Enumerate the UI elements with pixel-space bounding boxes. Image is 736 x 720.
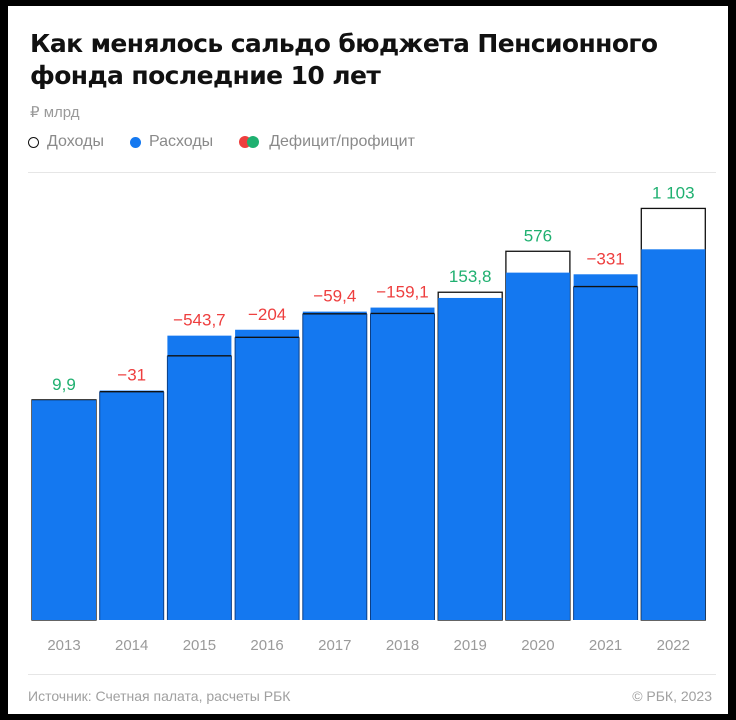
balance-label: −159,1: [376, 283, 428, 302]
income-marker-icon: [28, 136, 39, 148]
x-tick-label: 2019: [454, 637, 487, 654]
expense-bar: [32, 400, 96, 620]
expense-bar: [302, 311, 367, 620]
x-tick-label: 2017: [318, 637, 351, 654]
balance-label: −543,7: [173, 311, 225, 330]
top-divider: [28, 172, 716, 173]
balance-label: −31: [117, 366, 146, 385]
balance-label: 153,8: [449, 267, 492, 286]
x-tick-label: 2015: [183, 637, 216, 654]
x-tick-label: 2013: [47, 637, 80, 654]
expense-bar: [370, 307, 435, 620]
x-tick-label: 2018: [386, 637, 419, 654]
x-tick-label: 2021: [589, 637, 622, 654]
balance-label: −59,4: [313, 287, 356, 306]
chart-title: Как менялось сальдо бюджета Пенсионного …: [30, 29, 658, 90]
x-tick-label: 2022: [657, 637, 690, 654]
balance-label: −331: [586, 249, 624, 268]
balance-label: 9,9: [52, 375, 76, 394]
chart-card: Как менялось сальдо бюджета Пенсионного …: [8, 6, 728, 714]
expense-bar: [573, 274, 638, 620]
balance-marker-icon: [239, 136, 261, 148]
bottom-divider: [28, 674, 716, 675]
bar-chart: 9,9 2013 −31 2014 −543,7 2015 −204 2016 −59,4 201…: [31, 183, 706, 654]
unit-label: ₽ млрд: [30, 104, 80, 121]
expense-bar: [235, 329, 300, 620]
legend-expense-label: Расходы: [148, 133, 214, 150]
expense-marker-icon: [129, 136, 141, 148]
copyright-note: © РБК, 2023: [632, 688, 712, 704]
legend-balance-label: Дефицит/профицит: [269, 133, 415, 150]
expense-bar: [505, 272, 570, 620]
expense-bar: [438, 297, 503, 620]
legend-item-expense: Расходы: [129, 133, 214, 151]
expense-bar: [641, 249, 706, 620]
legend-item-balance: Дефицит/профицит: [239, 133, 415, 151]
x-tick-label: 2014: [115, 637, 148, 654]
balance-label: −204: [248, 305, 286, 324]
x-tick-label: 2016: [250, 637, 283, 654]
source-note: Источник: Счетная палата, расчеты РБК: [28, 688, 291, 704]
legend-income-label: Доходы: [47, 133, 104, 150]
balance-label: 1 103: [652, 183, 695, 202]
expense-bar: [99, 390, 164, 620]
expense-bar: [167, 335, 232, 620]
legend-item-income: Доходы: [28, 133, 104, 151]
balance-label: 576: [524, 226, 552, 245]
legend: Доходы Расходы Дефицит/профицит: [28, 132, 441, 152]
x-tick-label: 2020: [521, 637, 554, 654]
